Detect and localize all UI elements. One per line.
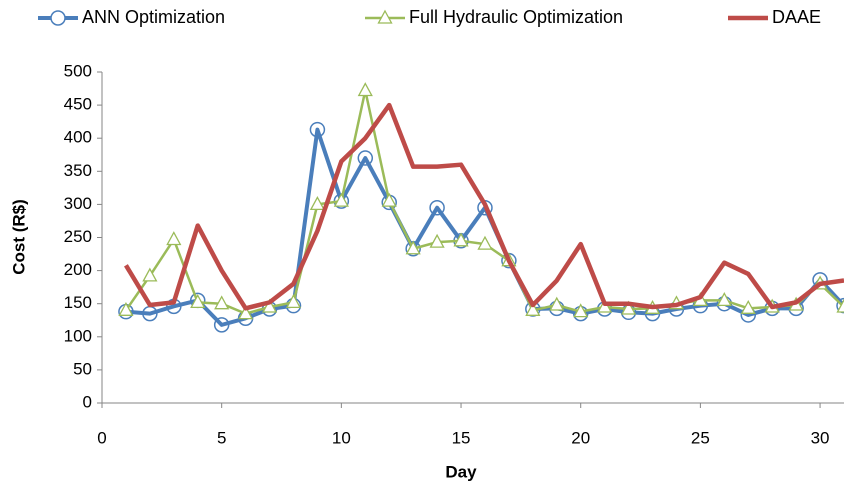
point (213, 317, 230, 333)
series (124, 102, 844, 311)
point (285, 294, 302, 309)
y-axis-title: Cost (R$) (9, 199, 28, 275)
y-tick-label: 0 (83, 392, 92, 411)
series (118, 82, 844, 320)
y-tick-label: 200 (64, 260, 92, 279)
x-tick-label: 20 (571, 428, 590, 447)
x-tick-label: 15 (452, 428, 471, 447)
x-tick-label: 0 (97, 428, 106, 447)
legend-label: Full Hydraulic Optimization (409, 7, 623, 27)
y-tick-label: 450 (64, 95, 92, 114)
point (477, 235, 493, 250)
point (142, 267, 158, 282)
y-tick-label: 150 (64, 293, 92, 312)
point (238, 305, 254, 320)
x-tick-label: 25 (691, 428, 710, 447)
line (124, 102, 844, 311)
point (597, 298, 613, 313)
point (525, 301, 541, 316)
x-tick-label: 5 (217, 428, 226, 447)
point (620, 300, 637, 315)
x-tick-label: 30 (811, 428, 830, 447)
series (118, 121, 844, 333)
point (118, 301, 134, 316)
point (740, 299, 756, 314)
point (357, 150, 374, 166)
point (405, 240, 421, 255)
point (381, 192, 397, 207)
y-tick-label: 250 (64, 227, 92, 246)
y-tick-label: 50 (73, 359, 92, 378)
y-tick-label: 300 (64, 194, 92, 213)
y-tick-label: 400 (64, 128, 92, 147)
legend-marker (50, 10, 66, 26)
point (429, 199, 445, 216)
x-tick-label: 10 (332, 428, 351, 447)
point (214, 295, 230, 310)
point (357, 82, 373, 97)
point (166, 231, 182, 246)
point (309, 196, 326, 211)
point (836, 298, 844, 313)
point (190, 294, 206, 309)
point (261, 298, 278, 313)
legend-label: ANN Optimization (82, 7, 225, 27)
point (429, 233, 445, 248)
point (333, 192, 349, 207)
x-axis-title: Day (445, 462, 477, 481)
y-tick-label: 100 (64, 326, 92, 345)
point (549, 296, 565, 311)
point (836, 297, 844, 314)
legend-marker (377, 9, 393, 24)
line (125, 127, 844, 327)
point (309, 121, 326, 138)
point (573, 303, 589, 318)
legend-label: DAAE (772, 7, 821, 27)
point (716, 292, 732, 307)
y-tick-label: 350 (64, 161, 92, 180)
y-tick-label: 500 (64, 61, 92, 80)
point (453, 232, 469, 247)
